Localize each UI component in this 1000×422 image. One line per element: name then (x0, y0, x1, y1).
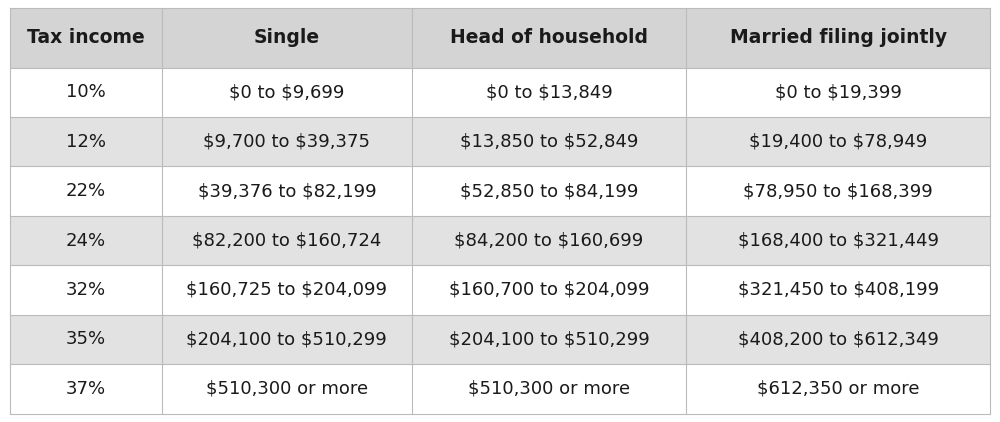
Text: $204,100 to $510,299: $204,100 to $510,299 (449, 330, 649, 349)
Bar (412, 117, 686, 166)
Text: $168,400 to $321,449: $168,400 to $321,449 (738, 232, 939, 249)
Text: 10%: 10% (66, 83, 106, 101)
Text: $0 to $9,699: $0 to $9,699 (229, 83, 345, 101)
Bar (412, 216, 686, 265)
Bar (10, 8, 162, 68)
Bar (162, 8, 412, 68)
Text: $0 to $13,849: $0 to $13,849 (486, 83, 612, 101)
Text: $82,200 to $160,724: $82,200 to $160,724 (192, 232, 382, 249)
Bar (10, 364, 162, 414)
Text: 12%: 12% (66, 133, 106, 151)
Bar (686, 364, 990, 414)
Bar (412, 166, 686, 216)
Text: $78,950 to $168,399: $78,950 to $168,399 (743, 182, 933, 200)
Text: $160,725 to $204,099: $160,725 to $204,099 (186, 281, 387, 299)
Bar (162, 265, 412, 315)
Bar (162, 68, 412, 117)
Text: Married filing jointly: Married filing jointly (730, 28, 947, 48)
Text: $204,100 to $510,299: $204,100 to $510,299 (186, 330, 387, 349)
Text: $52,850 to $84,199: $52,850 to $84,199 (460, 182, 638, 200)
Bar (686, 68, 990, 117)
Bar (412, 8, 686, 68)
Text: 22%: 22% (66, 182, 106, 200)
Bar (686, 166, 990, 216)
Bar (686, 8, 990, 68)
Bar (162, 166, 412, 216)
Bar (686, 117, 990, 166)
Bar (686, 315, 990, 364)
Text: Head of household: Head of household (450, 28, 648, 48)
Text: $612,350 or more: $612,350 or more (757, 380, 919, 398)
Bar (162, 364, 412, 414)
Text: 32%: 32% (66, 281, 106, 299)
Bar (10, 166, 162, 216)
Text: 37%: 37% (66, 380, 106, 398)
Text: 24%: 24% (66, 232, 106, 249)
Text: $408,200 to $612,349: $408,200 to $612,349 (738, 330, 939, 349)
Text: $510,300 or more: $510,300 or more (206, 380, 368, 398)
Bar (162, 216, 412, 265)
Text: $13,850 to $52,849: $13,850 to $52,849 (460, 133, 638, 151)
Bar (10, 216, 162, 265)
Bar (10, 265, 162, 315)
Text: $510,300 or more: $510,300 or more (468, 380, 630, 398)
Bar (162, 315, 412, 364)
Text: $160,700 to $204,099: $160,700 to $204,099 (449, 281, 649, 299)
Text: $0 to $19,399: $0 to $19,399 (775, 83, 902, 101)
Text: Single: Single (254, 28, 320, 48)
Bar (412, 364, 686, 414)
Text: $39,376 to $82,199: $39,376 to $82,199 (198, 182, 376, 200)
Text: 35%: 35% (66, 330, 106, 349)
Text: Tax income: Tax income (27, 28, 145, 48)
Text: $84,200 to $160,699: $84,200 to $160,699 (454, 232, 644, 249)
Bar (412, 68, 686, 117)
Bar (686, 265, 990, 315)
Bar (10, 315, 162, 364)
Bar (686, 216, 990, 265)
Text: $321,450 to $408,199: $321,450 to $408,199 (738, 281, 939, 299)
Text: $19,400 to $78,949: $19,400 to $78,949 (749, 133, 927, 151)
Bar (10, 68, 162, 117)
Bar (412, 315, 686, 364)
Text: $9,700 to $39,375: $9,700 to $39,375 (203, 133, 370, 151)
Bar (162, 117, 412, 166)
Bar (412, 265, 686, 315)
Bar (10, 117, 162, 166)
